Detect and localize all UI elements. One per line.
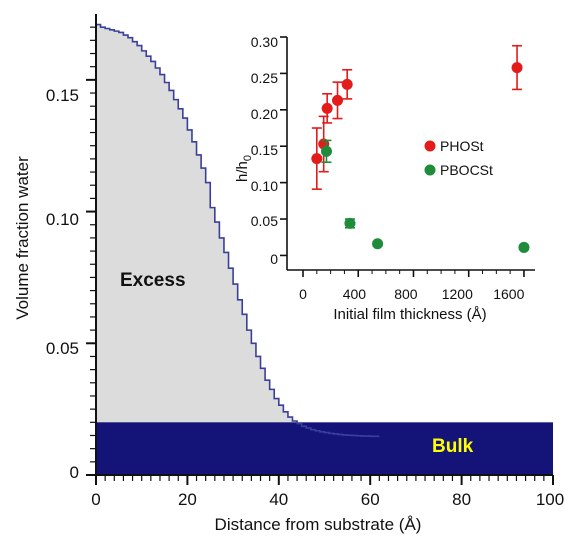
inset-legend: PHOSt PBOCSt	[424, 138, 493, 178]
phost-point	[311, 153, 323, 165]
main-y-tick-labels: 0 0.05 0.10 0.15	[46, 86, 79, 482]
y-tick-label: 0.10	[46, 210, 79, 229]
pbocst-point	[320, 145, 332, 157]
inset-x-axis-title: Initial film thickness (Å)	[333, 306, 486, 323]
inset-x-tick-label: 800	[394, 286, 418, 302]
x-tick-label: 40	[269, 490, 288, 509]
phost-point	[332, 94, 344, 106]
inset-x-tick-label: 1600	[493, 286, 524, 302]
inset-y-tick-label: 0.30	[251, 34, 278, 50]
legend-marker-pbocst	[424, 164, 436, 176]
phost-point	[321, 102, 333, 114]
main-axes	[86, 14, 554, 485]
legend-label-phost: PHOSt	[440, 138, 484, 154]
inset-y-tick-label: 0.20	[251, 106, 278, 122]
pbocst-point	[344, 217, 356, 229]
inset-y-tick-labels: 0 0.05 0.10 0.15 0.20 0.25 0.30	[251, 34, 278, 267]
x-tick-label: 100	[536, 490, 564, 509]
inset-x-tick-label: 1200	[442, 286, 473, 302]
inset-x-tick-labels: 0 400 800 1200 1600	[299, 286, 524, 302]
inset-y-axis-title-main: h/h	[234, 161, 251, 182]
inset-chart: 0 400 800 1200 1600 0 0.05 0.10 0.15 0.2…	[234, 32, 539, 323]
x-tick-label: 80	[452, 490, 471, 509]
x-tick-label: 20	[178, 490, 197, 509]
y-tick-label: 0.05	[46, 339, 79, 358]
excess-area	[96, 24, 380, 476]
main-chart: Excess Bulk 0 20 40 60 80 100 0 0.05 0.1…	[13, 14, 564, 534]
bulk-label: Bulk	[432, 436, 474, 457]
inset-y-axis-title: h/h0	[234, 155, 254, 182]
phost-point	[341, 78, 353, 90]
y-tick-label: 0.15	[46, 86, 79, 105]
y-tick-label: 0	[70, 463, 79, 482]
inset-y-tick-label: 0	[270, 251, 278, 267]
inset-y-tick-label: 0.10	[251, 178, 278, 194]
inset-y-tick-label: 0.05	[251, 213, 278, 229]
excess-label: Excess	[120, 270, 186, 291]
bulk-band	[96, 422, 553, 475]
legend-marker-phost	[424, 140, 436, 152]
water-profile-line	[96, 23, 380, 438]
legend-label-pbocst: PBOCSt	[440, 162, 493, 178]
inset-y-tick-label: 0.15	[251, 142, 278, 158]
inset-y-axis-title-subscript: 0	[242, 155, 254, 161]
inset-axes	[280, 36, 535, 277]
x-tick-label: 0	[91, 490, 100, 509]
main-x-axis-title: Distance from substrate (Å)	[215, 515, 422, 534]
inset-x-tick-label: 400	[343, 286, 367, 302]
phost-point	[511, 62, 523, 74]
pbocst-point	[518, 241, 530, 253]
inset-y-tick-label: 0.25	[251, 70, 278, 86]
main-y-axis-title: Volume fraction water	[13, 156, 32, 320]
x-tick-label: 60	[361, 490, 380, 509]
main-x-tick-labels: 0 20 40 60 80 100	[91, 490, 564, 509]
inset-x-tick-label: 0	[299, 286, 307, 302]
pbocst-point	[372, 238, 384, 250]
inset-data-points	[311, 44, 530, 253]
